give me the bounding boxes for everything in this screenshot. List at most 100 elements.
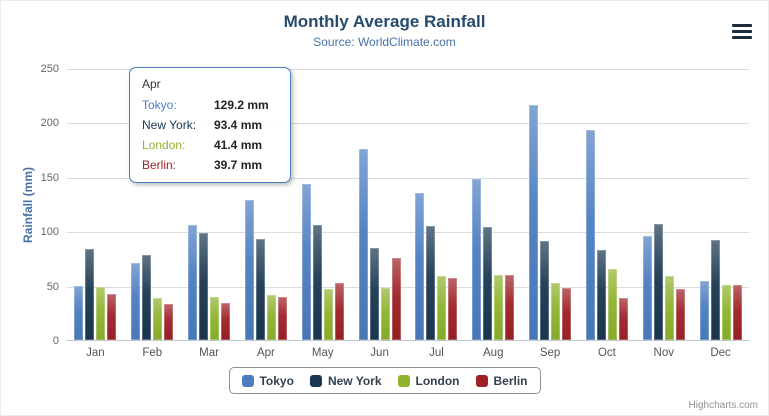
bar-london-apr[interactable] xyxy=(266,295,276,340)
y-axis-tick-label: 150 xyxy=(40,171,59,184)
x-axis-tick-label: Feb xyxy=(142,347,163,359)
gridline xyxy=(67,286,749,288)
bar-group-nov xyxy=(635,69,692,340)
bar-group-aug xyxy=(465,69,522,340)
y-axis-tick-label: 200 xyxy=(40,117,59,130)
bar-tokyo-oct[interactable] xyxy=(585,129,595,340)
bar-new-york-apr[interactable] xyxy=(255,238,265,340)
bar-berlin-jun[interactable] xyxy=(391,258,401,340)
bar-berlin-sep[interactable] xyxy=(562,288,572,340)
x-axis-tick-label: Jan xyxy=(86,347,105,359)
x-axis: Jan Feb Mar Apr May Jun Jul Aug Sep Oct Nov Dec xyxy=(67,347,749,363)
legend-label: London xyxy=(415,373,460,388)
bar-new-york-may[interactable] xyxy=(312,225,322,340)
legend-item-london[interactable]: London xyxy=(397,373,460,388)
bar-tokyo-jan[interactable] xyxy=(74,285,84,340)
bar-berlin-feb[interactable] xyxy=(164,304,174,340)
bar-london-feb[interactable] xyxy=(153,297,163,340)
bar-new-york-jun[interactable] xyxy=(369,248,379,340)
chart-subtitle: Source: WorldClimate.com xyxy=(313,35,456,49)
plot-area xyxy=(67,69,749,341)
bar-tokyo-may[interactable] xyxy=(301,183,311,340)
bar-berlin-dec[interactable] xyxy=(732,284,742,340)
bar-london-aug[interactable] xyxy=(494,275,504,340)
bar-new-york-dec[interactable] xyxy=(710,239,720,340)
bar-tokyo-feb[interactable] xyxy=(131,262,141,340)
bar-tokyo-jun[interactable] xyxy=(358,149,368,340)
bar-london-oct[interactable] xyxy=(607,269,617,340)
bar-new-york-nov[interactable] xyxy=(653,224,663,340)
tooltip-header: Apr xyxy=(142,77,161,91)
gridline xyxy=(67,69,749,70)
x-axis-tick-label: Oct xyxy=(597,347,616,359)
x-axis-tick-label: Sep xyxy=(539,347,561,359)
bar-tokyo-dec[interactable] xyxy=(699,281,709,340)
x-axis-tick-label: May xyxy=(311,347,334,359)
hamburger-menu-icon xyxy=(732,36,752,39)
legend-marker-icon xyxy=(309,374,322,387)
highcharts-credit-link[interactable]: Highcharts.com xyxy=(688,400,758,411)
bar-london-sep[interactable] xyxy=(551,283,561,340)
bar-new-york-sep[interactable] xyxy=(540,241,550,340)
legend-marker-icon xyxy=(475,374,488,387)
bar-group-oct xyxy=(579,69,636,340)
bar-london-nov[interactable] xyxy=(664,275,674,340)
y-axis-tick-label: 100 xyxy=(40,226,59,239)
bar-group-jan xyxy=(67,69,124,340)
y-axis-tick-label: 50 xyxy=(46,280,59,293)
legend-item-berlin[interactable]: Berlin xyxy=(475,374,528,388)
legend-marker-icon xyxy=(397,374,410,387)
bar-tokyo-jul[interactable] xyxy=(415,193,425,340)
bar-berlin-nov[interactable] xyxy=(675,289,685,340)
bar-new-york-aug[interactable] xyxy=(483,226,493,340)
gridline xyxy=(67,177,749,179)
bar-berlin-jan[interactable] xyxy=(107,294,117,340)
bar-tokyo-apr[interactable] xyxy=(244,199,254,340)
bar-new-york-feb[interactable] xyxy=(142,254,152,340)
export-menu-button[interactable] xyxy=(732,24,752,39)
bar-group-apr xyxy=(238,69,295,340)
bar-london-jun[interactable] xyxy=(380,287,390,340)
bar-london-dec[interactable] xyxy=(721,284,731,340)
bar-group-feb xyxy=(124,69,181,340)
bar-berlin-mar[interactable] xyxy=(221,302,231,340)
x-axis-tick-label: Jun xyxy=(370,347,389,359)
bar-berlin-oct[interactable] xyxy=(618,297,628,340)
chart-title: Monthly Average Rainfall xyxy=(283,12,486,31)
legend-label: New York xyxy=(327,373,382,388)
legend-label: Tokyo xyxy=(259,373,294,388)
y-axis-tick-label: 0 xyxy=(52,335,59,347)
legend-item-new-york[interactable]: New York xyxy=(309,373,382,388)
bar-group-sep xyxy=(522,69,579,340)
bar-tokyo-aug[interactable] xyxy=(472,179,482,340)
bar-new-york-oct[interactable] xyxy=(596,249,606,340)
bar-tokyo-mar[interactable] xyxy=(188,224,198,340)
x-axis-tick-label: Dec xyxy=(710,347,731,359)
bar-berlin-jul[interactable] xyxy=(448,277,458,340)
y-axis: 0 50 100 150 200 250 xyxy=(1,63,59,347)
bar-new-york-mar[interactable] xyxy=(199,233,209,340)
x-axis-tick-label: Nov xyxy=(653,347,674,359)
hamburger-menu-icon xyxy=(732,24,752,27)
bar-tokyo-nov[interactable] xyxy=(642,236,652,340)
bar-new-york-jul[interactable] xyxy=(426,226,436,340)
bar-new-york-jan[interactable] xyxy=(85,249,95,340)
bar-london-may[interactable] xyxy=(323,289,333,340)
bar-london-jul[interactable] xyxy=(437,276,447,340)
tooltip-rows: Tokyo: 129.2 mm New York: 93.4 mm London: 41.… xyxy=(142,98,278,172)
bar-tokyo-sep[interactable] xyxy=(529,105,539,340)
gridline xyxy=(67,232,749,234)
bar-london-mar[interactable] xyxy=(210,297,220,340)
x-axis-tick-label: Mar xyxy=(199,347,219,359)
bar-berlin-aug[interactable] xyxy=(505,274,515,340)
legend-item-tokyo[interactable]: Tokyo xyxy=(241,373,294,388)
hamburger-menu-icon xyxy=(732,30,752,33)
legend-marker-icon xyxy=(241,374,254,387)
bar-berlin-may[interactable] xyxy=(334,282,344,340)
tooltip-series-label: Berlin: xyxy=(142,158,177,172)
bar-berlin-apr[interactable] xyxy=(277,296,287,340)
tooltip-series-label: London: xyxy=(142,138,186,152)
bar-london-jan[interactable] xyxy=(96,287,106,340)
bar-group-jul xyxy=(408,69,465,340)
